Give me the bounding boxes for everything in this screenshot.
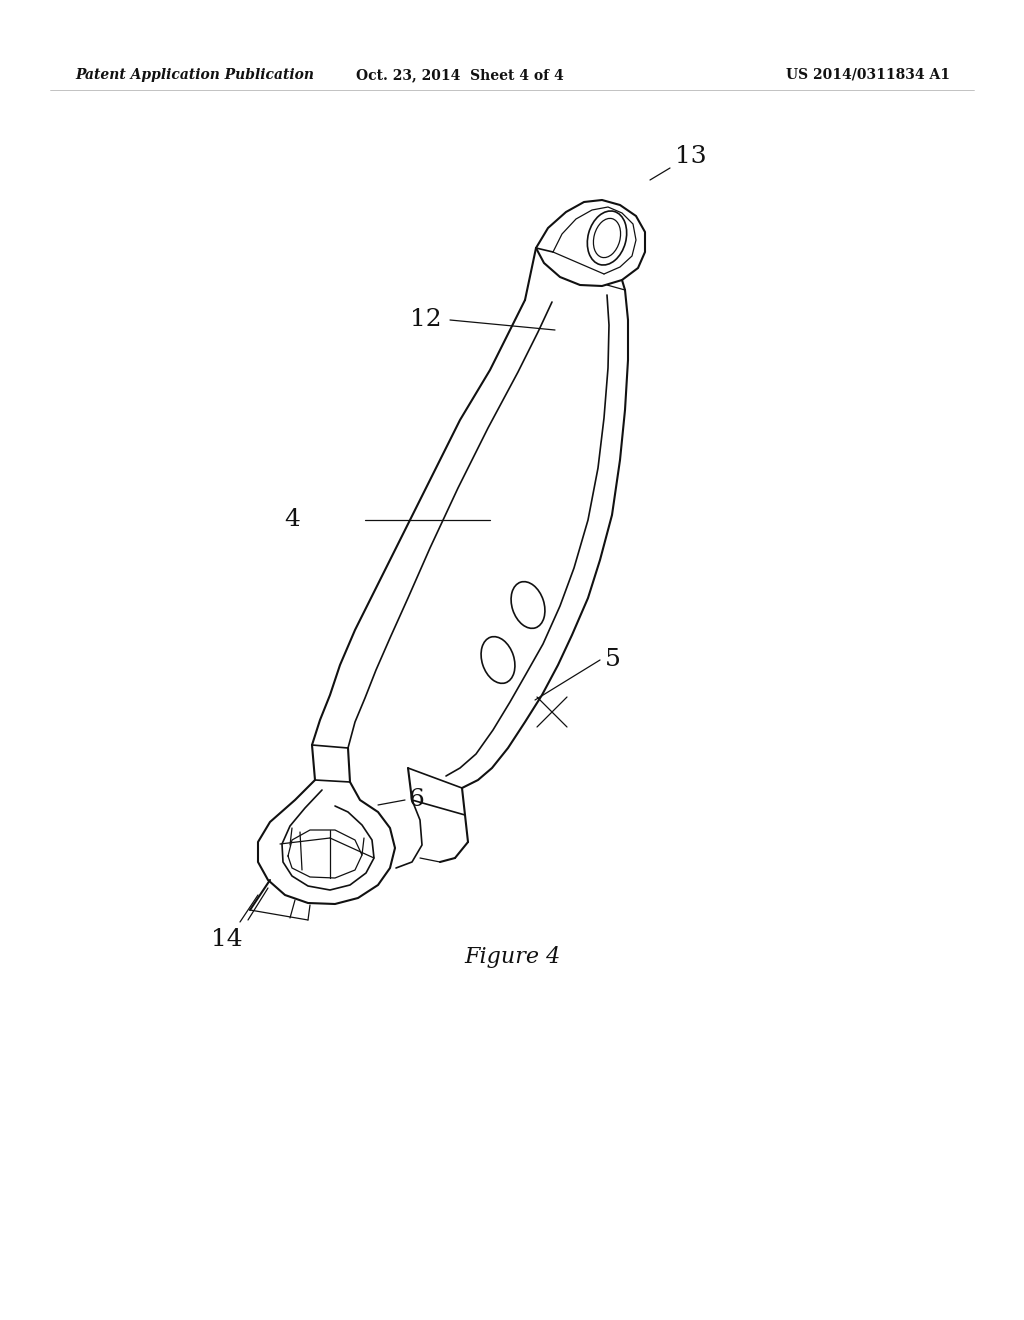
Text: 12: 12 bbox=[411, 309, 442, 331]
Text: US 2014/0311834 A1: US 2014/0311834 A1 bbox=[786, 69, 950, 82]
Text: 5: 5 bbox=[605, 648, 621, 672]
Text: 14: 14 bbox=[211, 928, 243, 950]
Text: 4: 4 bbox=[284, 508, 300, 532]
Text: 6: 6 bbox=[408, 788, 424, 812]
Text: Patent Application Publication: Patent Application Publication bbox=[75, 69, 314, 82]
Text: Figure 4: Figure 4 bbox=[464, 946, 560, 968]
Text: Oct. 23, 2014  Sheet 4 of 4: Oct. 23, 2014 Sheet 4 of 4 bbox=[356, 69, 564, 82]
Text: 13: 13 bbox=[675, 145, 707, 168]
